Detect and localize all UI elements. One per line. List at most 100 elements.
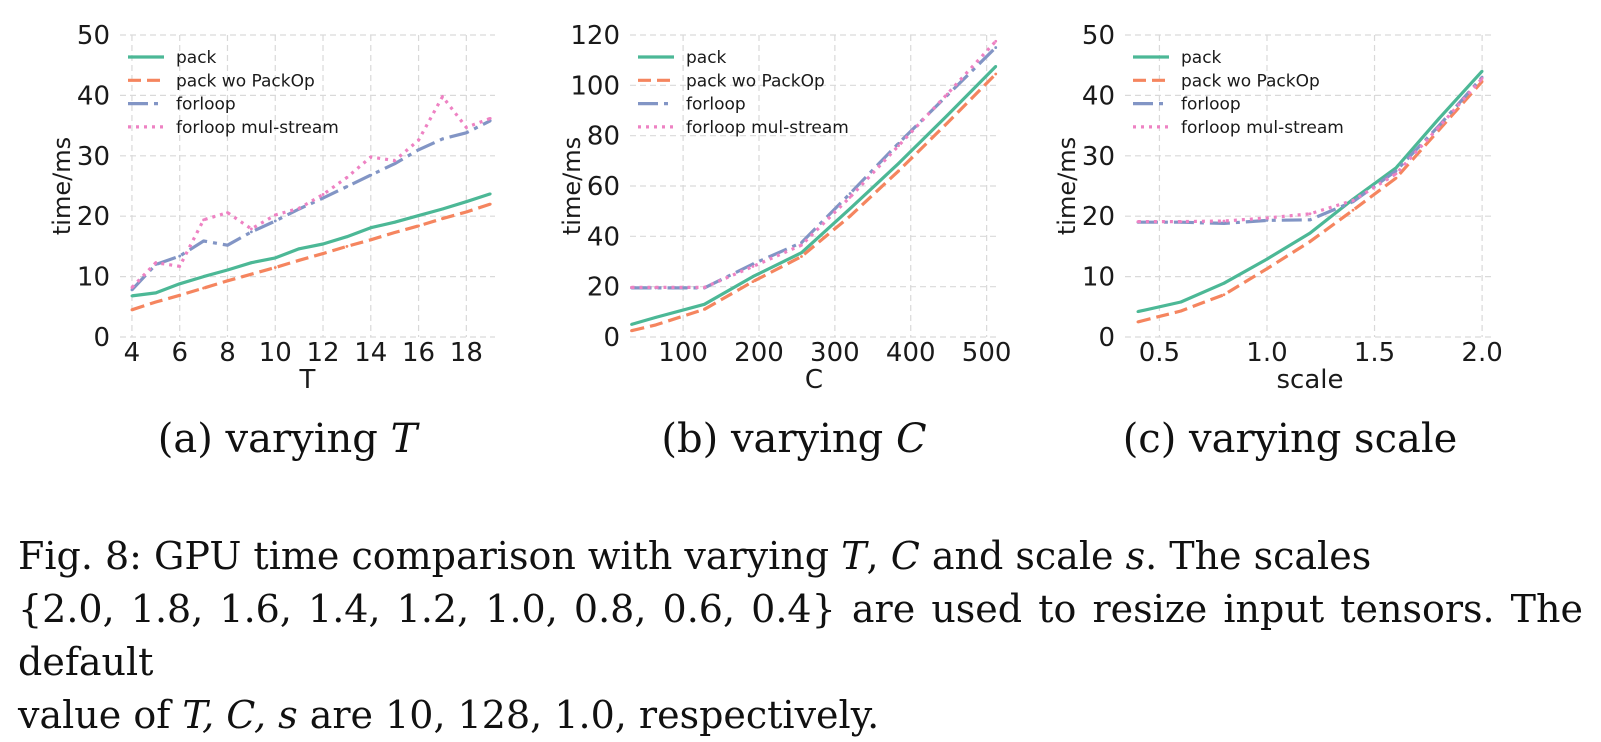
data-point-forloop-mul-stream: [417, 138, 420, 142]
caption-math: T: [841, 534, 867, 578]
data-point-forloop: [1222, 222, 1226, 225]
x-tick-label: 2.0: [1461, 338, 1502, 368]
data-point-forloop-mul-stream: [800, 243, 803, 247]
data-point-forloop: [1308, 218, 1312, 222]
legend-label-pack-wo-packop: pack wo PackOp: [176, 71, 315, 91]
data-point-forloop-mul-stream: [1480, 77, 1484, 80]
data-point-pack-wo-packop: [464, 210, 468, 214]
data-point-pack: [1394, 166, 1398, 170]
data-point-pack-wo-packop: [154, 300, 158, 304]
legend-label-forloop: forloop: [1181, 95, 1241, 115]
data-point-pack: [1265, 257, 1269, 261]
data-point-pack: [464, 200, 468, 204]
y-tick-label: 100: [570, 71, 620, 101]
data-point-pack: [393, 220, 397, 224]
data-point-forloop-mul-stream: [321, 193, 325, 196]
data-point-pack-wo-packop: [945, 121, 949, 125]
data-point-pack-wo-packop: [297, 258, 301, 262]
data-point-forloop: [369, 173, 373, 177]
caption-math: C: [890, 534, 920, 578]
data-point-forloop-mul-stream: [1265, 216, 1269, 220]
x-tick-label: 4: [124, 338, 141, 368]
data-point-forloop: [273, 219, 277, 223]
y-tick-label: 30: [77, 142, 110, 172]
x-tick-label: 10: [259, 338, 292, 368]
data-point-pack: [1222, 281, 1226, 285]
data-point-forloop-mul-stream: [994, 39, 998, 43]
subcaption-text: (c) varying scale: [1123, 416, 1458, 462]
data-point-forloop-mul-stream: [393, 159, 397, 163]
legend-label-pack: pack: [1181, 48, 1222, 68]
x-tick-label: 100: [658, 338, 708, 368]
data-point-pack-wo-packop: [1265, 267, 1269, 271]
caption-text: value of: [18, 693, 183, 737]
data-point-pack: [273, 256, 277, 260]
data-point-forloop-mul-stream: [154, 261, 158, 265]
y-tick-label: 60: [587, 172, 620, 202]
y-tick-label: 0: [93, 323, 110, 353]
data-point-forloop: [178, 254, 182, 258]
caption-text: are 10, 128, 1.0, respectively.: [297, 693, 880, 737]
legend: pack pack wo PackOp forloop forloop mul-str…: [638, 48, 849, 138]
data-point-pack-wo-packop: [369, 238, 373, 242]
y-tick-label: 10: [77, 263, 110, 293]
data-point-forloop: [897, 141, 901, 145]
data-point-pack: [369, 226, 373, 230]
data-point-forloop: [1394, 169, 1398, 173]
data-point-pack: [154, 291, 158, 295]
subcaption-text: (a) varying: [158, 416, 391, 462]
x-tick-label: 1.0: [1246, 338, 1287, 368]
data-point-pack: [848, 207, 852, 211]
y-tick-label: 20: [587, 273, 620, 303]
data-point-pack: [178, 282, 182, 286]
data-point-pack-wo-packop: [249, 272, 253, 276]
data-point-pack-wo-packop: [702, 307, 706, 311]
data-point-forloop: [994, 46, 998, 49]
x-tick-label: 500: [962, 338, 1012, 368]
data-point-forloop-mul-stream: [226, 211, 229, 214]
y-tick-label: 10: [1082, 263, 1115, 293]
data-point-pack-wo-packop: [1394, 176, 1398, 180]
data-point-forloop-mul-stream: [1136, 220, 1140, 224]
data-point-forloop-mul-stream: [848, 195, 852, 199]
data-point-pack-wo-packop: [393, 231, 397, 234]
series-line-forloop: [130, 119, 491, 291]
subcaption-text: (b) varying: [661, 416, 896, 462]
caption-math: s: [1125, 534, 1146, 578]
data-point-forloop-mul-stream: [345, 176, 349, 179]
legend-label-pack: pack: [176, 48, 217, 68]
data-point-forloop: [226, 243, 229, 247]
caption-text: Fig. 8: GPU time comparison with varying: [18, 534, 842, 578]
data-point-pack: [488, 192, 492, 196]
x-axis-label: scale: [1277, 365, 1344, 395]
data-point-forloop-mul-stream: [369, 155, 373, 159]
data-point-forloop-mul-stream: [751, 265, 755, 268]
caption-text: {2.0, 1.8, 1.6, 1.4, 1.2, 1.0, 0.8, 0.6,…: [18, 587, 1583, 684]
data-point-forloop-mul-stream: [1308, 212, 1312, 216]
data-point-pack-wo-packop: [800, 255, 803, 258]
data-point-forloop-mul-stream: [273, 213, 277, 217]
x-tick-label: 0.5: [1139, 338, 1180, 368]
legend: pack pack wo PackOp forloop forloop mul-str…: [128, 48, 339, 138]
series-line-forloop-mul-stream: [130, 94, 491, 289]
y-tick-label: 30: [1082, 142, 1115, 172]
data-point-pack: [249, 261, 253, 265]
y-tick-label: 0: [1098, 323, 1115, 353]
y-tick-label: 50: [77, 21, 110, 51]
figure-caption: Fig. 8: GPU time comparison with varying…: [18, 530, 1583, 742]
data-point-pack-wo-packop: [226, 279, 229, 283]
data-point-forloop-mul-stream: [488, 116, 492, 120]
data-point-pack: [202, 275, 205, 278]
data-point-forloop-mul-stream: [1437, 125, 1441, 129]
series-line-pack-wo-packop: [131, 202, 491, 312]
data-point-forloop: [441, 137, 444, 141]
data-point-pack: [945, 114, 949, 117]
data-point-pack: [702, 302, 706, 306]
series-line-forloop-mul-stream: [1137, 77, 1484, 224]
data-point-pack-wo-packop: [897, 169, 901, 173]
data-point-pack-wo-packop: [1136, 320, 1140, 324]
data-point-forloop-mul-stream: [1222, 219, 1226, 223]
